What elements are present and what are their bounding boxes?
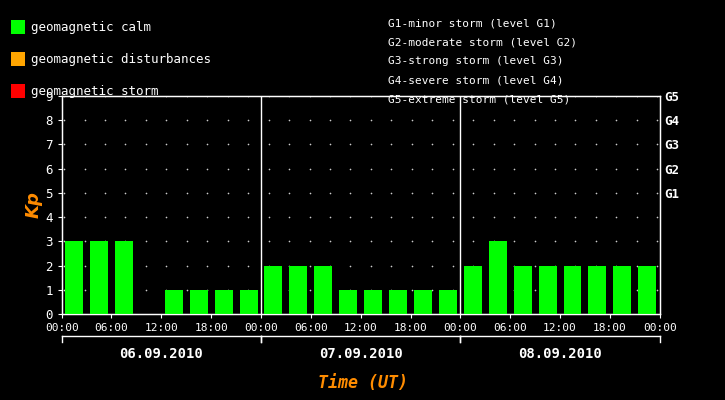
Bar	[115, 241, 133, 314]
Bar	[613, 266, 631, 314]
Bar	[414, 290, 432, 314]
Bar	[239, 290, 257, 314]
Bar	[464, 266, 482, 314]
Text: G4-severe storm (level G4): G4-severe storm (level G4)	[388, 76, 563, 86]
Bar	[589, 266, 606, 314]
Text: G3-strong storm (level G3): G3-strong storm (level G3)	[388, 56, 563, 66]
Text: 07.09.2010: 07.09.2010	[319, 347, 402, 361]
Bar	[215, 290, 233, 314]
Bar	[339, 290, 357, 314]
Y-axis label: Kp: Kp	[25, 192, 42, 218]
Bar	[514, 266, 531, 314]
Text: G5-extreme storm (level G5): G5-extreme storm (level G5)	[388, 95, 570, 105]
Bar	[489, 241, 507, 314]
Bar	[364, 290, 382, 314]
Text: geomagnetic storm: geomagnetic storm	[31, 85, 159, 98]
Text: 06.09.2010: 06.09.2010	[120, 347, 203, 361]
Text: G2-moderate storm (level G2): G2-moderate storm (level G2)	[388, 37, 577, 47]
Bar	[165, 290, 183, 314]
Bar	[439, 290, 457, 314]
Bar	[65, 241, 83, 314]
Bar	[539, 266, 557, 314]
Bar	[389, 290, 407, 314]
Text: geomagnetic disturbances: geomagnetic disturbances	[31, 53, 211, 66]
Text: 08.09.2010: 08.09.2010	[518, 347, 602, 361]
Bar	[289, 266, 307, 314]
Text: G1-minor storm (level G1): G1-minor storm (level G1)	[388, 18, 557, 28]
Bar	[90, 241, 108, 314]
Bar	[190, 290, 207, 314]
Bar	[265, 266, 283, 314]
Bar	[638, 266, 656, 314]
Text: geomagnetic calm: geomagnetic calm	[31, 21, 152, 34]
Bar	[315, 266, 332, 314]
Text: Time (UT): Time (UT)	[318, 374, 407, 392]
Bar	[563, 266, 581, 314]
